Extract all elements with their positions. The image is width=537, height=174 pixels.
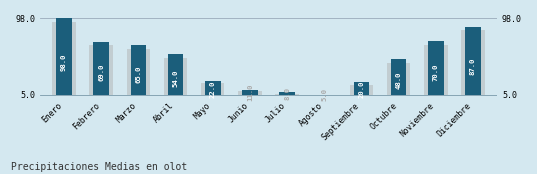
Bar xyxy=(52,22,76,95)
Bar xyxy=(93,42,109,95)
Bar xyxy=(201,83,224,95)
Text: 22.0: 22.0 xyxy=(210,80,216,98)
Bar xyxy=(350,85,373,95)
Text: 8.0: 8.0 xyxy=(284,87,290,100)
Text: 69.0: 69.0 xyxy=(98,64,104,81)
Bar xyxy=(127,49,150,95)
Bar xyxy=(465,27,481,95)
Bar xyxy=(205,81,221,95)
Text: 48.0: 48.0 xyxy=(396,71,402,89)
Text: 5.0: 5.0 xyxy=(321,88,327,101)
Text: 87.0: 87.0 xyxy=(470,58,476,75)
Text: 98.0: 98.0 xyxy=(61,54,67,71)
Bar xyxy=(387,63,410,95)
Text: 20.0: 20.0 xyxy=(358,81,365,98)
Bar xyxy=(168,54,183,95)
Text: 70.0: 70.0 xyxy=(433,64,439,81)
Bar xyxy=(238,91,262,95)
Bar xyxy=(461,30,485,95)
Bar xyxy=(428,41,444,95)
Bar xyxy=(56,18,72,95)
Text: Precipitaciones Medias en olot: Precipitaciones Medias en olot xyxy=(11,162,187,172)
Bar xyxy=(391,59,407,95)
Text: 54.0: 54.0 xyxy=(172,69,179,86)
Bar xyxy=(279,92,295,95)
Bar xyxy=(90,45,113,95)
Bar xyxy=(242,90,258,95)
Bar xyxy=(424,45,447,95)
Text: 65.0: 65.0 xyxy=(135,65,141,83)
Bar xyxy=(164,58,187,95)
Bar xyxy=(275,94,299,95)
Bar xyxy=(130,45,146,95)
Bar xyxy=(354,82,369,95)
Text: 11.0: 11.0 xyxy=(247,84,253,101)
